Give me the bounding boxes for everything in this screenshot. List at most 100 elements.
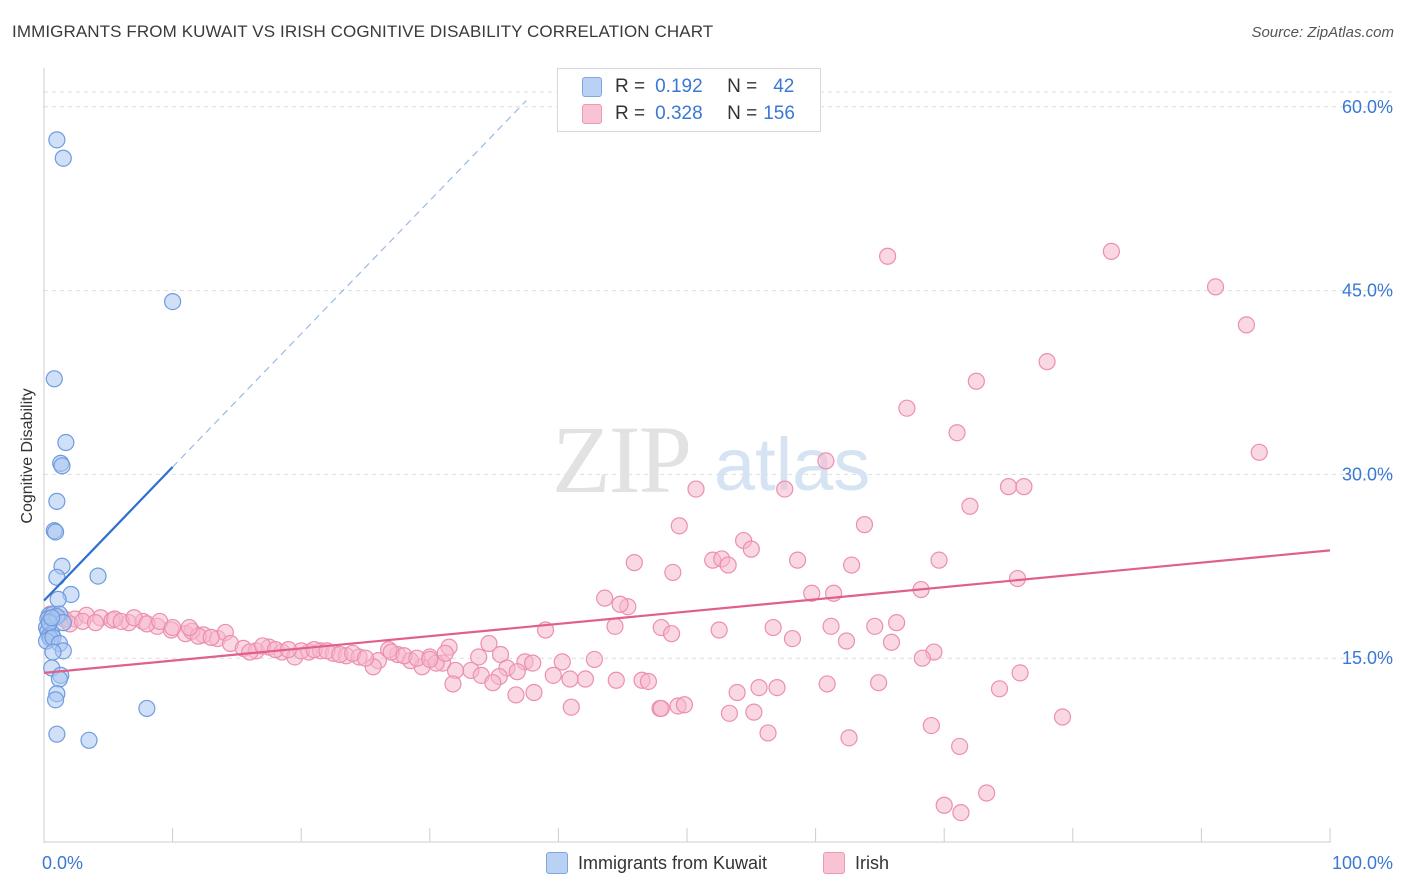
irish-point [866, 617, 884, 635]
kuwait-point [54, 149, 72, 167]
irish-point [1237, 316, 1256, 334]
kuwait-n-value: 42 [773, 76, 795, 97]
stats-legend: R = 0.192 N = 42 R = 0.328 N = 156 [557, 68, 821, 132]
kuwait-r-label: R = [615, 76, 646, 97]
irish-point [611, 595, 629, 613]
irish-point [1053, 708, 1072, 726]
kuwait-point [44, 643, 62, 661]
irish-n-value: 156 [763, 103, 795, 124]
irish-point [596, 589, 614, 607]
y-axis-title: Cognitive Disability [19, 388, 36, 524]
irish-point [1206, 278, 1225, 296]
irish-point [585, 650, 604, 669]
kuwait-point [138, 699, 156, 718]
kuwait-point [89, 567, 107, 585]
irish-point [652, 699, 670, 718]
irish-point [687, 480, 705, 498]
series-legend: Immigrants from Kuwait Irish [0, 852, 1406, 876]
kuwait-point [43, 609, 61, 627]
irish-point [444, 675, 462, 693]
irish-r-value: 0.328 [655, 103, 703, 124]
irish-point [562, 698, 580, 716]
kuwait-point [50, 670, 69, 688]
x-tick-label-max: 100.0% [1332, 853, 1393, 873]
irish-swatch [582, 104, 602, 124]
irish-point [999, 478, 1018, 496]
irish-point [888, 614, 906, 632]
irish-point [164, 618, 182, 637]
irish-point [768, 678, 786, 697]
irish-point [664, 563, 682, 582]
irish-point [356, 649, 375, 667]
irish-point [436, 644, 454, 662]
irish-point [421, 650, 439, 669]
x-tick-label-min: 0.0% [42, 853, 83, 873]
irish-point [742, 540, 760, 558]
legend-kuwait-label: Immigrants from Kuwait [578, 852, 768, 873]
irish-point [470, 648, 488, 666]
irish-point [625, 554, 643, 572]
irish-point [837, 632, 856, 650]
irish-point [507, 686, 525, 704]
irish-point [990, 680, 1009, 698]
kuwait-trendline [43, 466, 174, 602]
irish-point [561, 670, 579, 688]
irish-point [1011, 664, 1029, 682]
watermark-zip: ZIP [552, 406, 690, 513]
irish-point [484, 674, 502, 692]
kuwait-point [53, 457, 71, 475]
irish-point [1250, 443, 1268, 461]
watermark-atlas: atlas [714, 423, 870, 506]
irish-point [720, 704, 739, 722]
irish-point [898, 399, 916, 417]
irish-point [879, 247, 897, 265]
kuwait-point [46, 691, 65, 709]
gridlines [44, 91, 1392, 659]
irish-point [803, 584, 821, 602]
irish-point [728, 683, 746, 702]
irish-point [202, 628, 220, 646]
irish-point [961, 497, 979, 515]
irish-point [508, 663, 526, 681]
irish-point [525, 683, 543, 702]
kuwait-point [57, 433, 75, 452]
irish-point [951, 737, 969, 756]
axes [43, 68, 1331, 843]
irish-trendline [43, 549, 1331, 674]
trendlines [43, 100, 1331, 674]
irish-point [670, 517, 688, 535]
chart-title: IMMIGRANTS FROM KUWAIT VS IRISH COGNITIV… [12, 22, 714, 41]
kuwait-point [80, 731, 98, 749]
irish-point [882, 633, 901, 651]
kuwait-n-label: N = [727, 76, 758, 97]
legend-item-kuwait[interactable]: Immigrants from Kuwait [546, 852, 767, 874]
irish-point [855, 516, 874, 534]
kuwait-point [45, 370, 63, 388]
irish-point [544, 666, 562, 684]
irish-point [817, 452, 835, 470]
stats-legend-row-kuwait: R = 0.192 N = 42 [582, 75, 794, 99]
legend-item-irish[interactable]: Irish [823, 852, 889, 874]
kuwait-point [48, 492, 66, 510]
kuwait-point [48, 568, 66, 586]
irish-point [1038, 353, 1056, 371]
irish-point [607, 671, 625, 689]
irish-point [948, 424, 966, 442]
irish-point [662, 625, 681, 643]
irish-point [764, 618, 782, 637]
irish-point [719, 556, 737, 574]
irish-point [818, 675, 836, 693]
kuwait-point [46, 523, 65, 541]
kuwait-point [48, 725, 66, 743]
irish-r-label: R = [615, 103, 646, 124]
irish-point [952, 803, 970, 822]
stats-legend-row-irish: R = 0.328 N = 156 [582, 102, 795, 126]
irish-n-label: N = [727, 103, 758, 124]
irish-point [870, 674, 888, 692]
irish-point [783, 629, 802, 648]
irish-point [978, 784, 996, 802]
irish-point [922, 716, 940, 735]
legend-irish-label: Irish [855, 852, 890, 873]
kuwait-points [37, 131, 182, 749]
